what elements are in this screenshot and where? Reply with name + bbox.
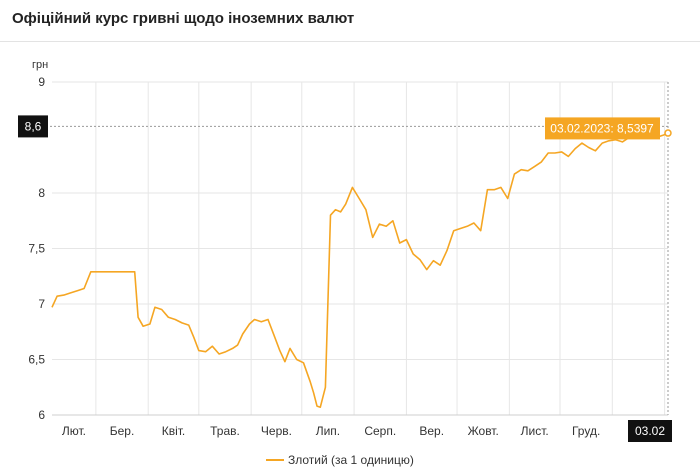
- x-tick-label: Жовт.: [468, 424, 499, 438]
- x-tick-label: Вер.: [419, 424, 444, 438]
- crosshair-y-value: 8,6: [25, 119, 42, 133]
- y-tick-label: 9: [38, 75, 45, 89]
- y-tick-label: 7: [38, 297, 45, 311]
- x-tick-label: Груд.: [572, 424, 600, 438]
- crosshair-x-badge: 03.02: [628, 420, 672, 442]
- x-axis-ticks: Лют. Бер. Квіт. Трав. Черв. Лип. Серп. Вер. Жовт…: [62, 424, 600, 438]
- chart: грн 6 6,5 7 7,5 8 9 Лют. Бер. Квіт. Трав. Черв. Ли…: [18, 59, 672, 467]
- x-tick-label: Трав.: [210, 424, 240, 438]
- x-tick-label: Лист.: [521, 424, 549, 438]
- x-tick-label: Лип.: [316, 424, 340, 438]
- page-header: Офіційний курс гривні щодо іноземних вал…: [0, 0, 700, 42]
- x-tick-label: Квіт.: [162, 424, 186, 438]
- crosshair-x-value: 03.02: [635, 424, 665, 438]
- page-title: Офіційний курс гривні щодо іноземних вал…: [12, 10, 355, 27]
- hover-point: [664, 129, 672, 137]
- tooltip-text: 03.02.2023: 8,5397: [550, 121, 654, 135]
- crosshair-y-badge: 8,6: [18, 115, 48, 138]
- x-tick-label: Черв.: [261, 424, 292, 438]
- x-tick-label: Серп.: [364, 424, 396, 438]
- x-tick-label: Лют.: [62, 424, 86, 438]
- y-tick-label: 6: [38, 408, 45, 422]
- y-axis-ticks: 6 6,5 7 7,5 8 9: [28, 75, 45, 422]
- x-tick-label: Бер.: [110, 424, 135, 438]
- chart-grid: [52, 81, 668, 416]
- legend-label: Злотий (за 1 одиницю): [288, 453, 414, 467]
- y-tick-label: 8: [38, 186, 45, 200]
- legend[interactable]: Злотий (за 1 одиницю): [266, 453, 414, 467]
- series-line-zloty[interactable]: [51, 132, 669, 408]
- tooltip: 03.02.2023: 8,5397: [545, 117, 660, 140]
- y-axis-unit-label: грн: [32, 59, 48, 71]
- y-tick-label: 7,5: [28, 242, 45, 256]
- y-tick-label: 6,5: [28, 353, 45, 367]
